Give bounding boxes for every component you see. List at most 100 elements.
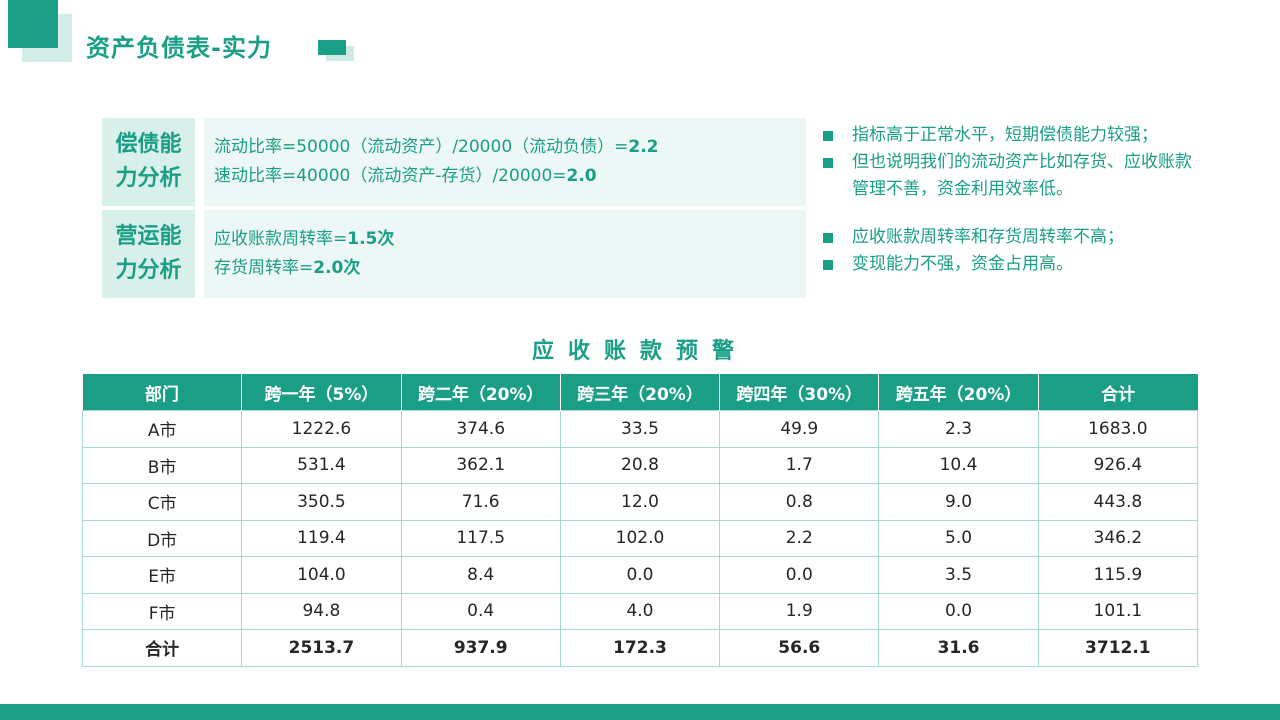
- bullet-item: 应收账款周转率和存货周转率不高；: [822, 224, 1202, 251]
- table-cell: 443.8: [1037, 483, 1199, 521]
- quick-ratio-line: 速动比率=40000（流动资产-存货）/20000=2.0: [214, 162, 806, 191]
- table-cell: 合计: [81, 629, 243, 667]
- title-accent-bar: [318, 40, 346, 55]
- table-cell: 2513.7: [241, 629, 402, 667]
- square-bullet-icon: [823, 233, 833, 243]
- table-cell: 33.5: [559, 410, 721, 448]
- table-cell: 5.0: [878, 519, 1039, 557]
- inventory-turnover-line: 存货周转率=2.0次: [214, 254, 806, 283]
- header-department: 部门: [82, 374, 243, 411]
- table-cell: E市: [81, 556, 243, 594]
- table-cell: A市: [81, 410, 243, 448]
- square-bullet-icon: [823, 260, 833, 270]
- solvency-label-box: 偿债能 力分析: [102, 118, 195, 206]
- ar-turnover-line: 应收账款周转率=1.5次: [214, 225, 806, 254]
- table-cell: 926.4: [1037, 446, 1199, 484]
- table-row: D市 119.4 117.5 102.0 2.2 5.0 346.2: [81, 519, 1199, 557]
- bullet-item: 指标高于正常水平，短期偿债能力较强；: [822, 122, 1202, 149]
- table-cell: 9.0: [878, 483, 1039, 521]
- table-cell: 1.9: [719, 592, 880, 630]
- table-cell: 1683.0: [1037, 410, 1199, 448]
- table-cell: 362.1: [400, 446, 561, 484]
- bullet-text: 变现能力不强，资金占用高。: [852, 254, 1073, 274]
- table-cell: 0.0: [559, 556, 721, 594]
- table-title: 应收账款预警: [531, 339, 748, 364]
- table-cell: 115.9: [1037, 556, 1199, 594]
- bullet-text: 但也说明我们的流动资产比如存货、应收账款管理不善，资金利用效率低。: [852, 152, 1192, 199]
- table-cell: 94.8: [241, 592, 402, 630]
- table-cell: 56.6: [719, 629, 880, 667]
- header-year1: 跨一年（5%）: [241, 374, 402, 411]
- table-cell: 102.0: [559, 519, 721, 557]
- table-cell: 0.4: [400, 592, 561, 630]
- bullet-item: 变现能力不强，资金占用高。: [822, 251, 1202, 278]
- table-cell: 49.9: [719, 410, 880, 448]
- table-cell: 119.4: [241, 519, 402, 557]
- inventory-turnover-text: 存货周转率=: [214, 258, 314, 278]
- operating-label-box: 营运能 力分析: [102, 210, 195, 298]
- ar-turnover-value: 1.5次: [347, 229, 395, 249]
- square-bullet-icon: [823, 131, 833, 141]
- current-ratio-line: 流动比率=50000（流动资产）/20000（流动负债）=2.2: [214, 133, 806, 162]
- operating-label-line1: 营运能: [115, 224, 182, 249]
- bullet-text: 应收账款周转率和存货周转率不高；: [852, 227, 1124, 247]
- ar-turnover-text: 应收账款周转率=: [214, 229, 348, 249]
- table-cell: 2.3: [878, 410, 1039, 448]
- table-cell: 2.2: [719, 519, 880, 557]
- receivables-warning-table: 部门 跨一年（5%） 跨二年（20%） 跨三年（20%） 跨四年（30%） 跨五…: [81, 374, 1199, 667]
- footer-bar: [0, 704, 1280, 720]
- solvency-label-line2: 力分析: [115, 166, 182, 191]
- quick-ratio-text: 速动比率=40000（流动资产-存货）/20000=: [214, 166, 567, 186]
- inventory-turnover-value: 2.0次: [313, 258, 361, 278]
- header-year2: 跨二年（20%）: [401, 374, 561, 411]
- table-row: C市 350.5 71.6 12.0 0.8 9.0 443.8: [81, 483, 1199, 521]
- header-year5: 跨五年（20%）: [878, 374, 1039, 411]
- table-cell: C市: [81, 483, 243, 521]
- table-cell: 374.6: [400, 410, 561, 448]
- table-cell: 104.0: [241, 556, 402, 594]
- square-bullet-icon: [823, 158, 833, 168]
- table-cell: 350.5: [241, 483, 402, 521]
- table-cell: 531.4: [241, 446, 402, 484]
- table-cell: 3.5: [878, 556, 1039, 594]
- table-cell: 101.1: [1037, 592, 1199, 630]
- table-cell: 0.8: [719, 483, 880, 521]
- table-cell: 937.9: [400, 629, 561, 667]
- header-year3: 跨三年（20%）: [560, 374, 721, 411]
- table-cell: 172.3: [559, 629, 721, 667]
- operating-bullets: 应收账款周转率和存货周转率不高； 变现能力不强，资金占用高。: [822, 224, 1202, 278]
- table-header-row: 部门 跨一年（5%） 跨二年（20%） 跨三年（20%） 跨四年（30%） 跨五…: [82, 374, 1198, 411]
- table-cell: 31.6: [878, 629, 1039, 667]
- quick-ratio-value: 2.0: [566, 166, 597, 186]
- table-cell: 10.4: [878, 446, 1039, 484]
- current-ratio-value: 2.2: [628, 137, 659, 157]
- table-row: B市 531.4 362.1 20.8 1.7 10.4 926.4: [81, 446, 1199, 484]
- bullet-item: 但也说明我们的流动资产比如存货、应收账款管理不善，资金利用效率低。: [822, 149, 1202, 203]
- table-cell: 346.2: [1037, 519, 1199, 557]
- bullet-text: 指标高于正常水平，短期偿债能力较强；: [852, 125, 1158, 145]
- table-cell: 0.0: [719, 556, 880, 594]
- header-year4: 跨四年（30%）: [719, 374, 880, 411]
- table-row: A市 1222.6 374.6 33.5 49.9 2.3 1683.0: [81, 410, 1199, 448]
- table-total-row: 合计 2513.7 937.9 172.3 56.6 31.6 3712.1: [81, 629, 1199, 667]
- table-cell: 0.0: [878, 592, 1039, 630]
- current-ratio-text: 流动比率=50000（流动资产）/20000（流动负债）=: [214, 137, 629, 157]
- table-cell: F市: [81, 592, 243, 630]
- table-row: E市 104.0 8.4 0.0 0.0 3.5 115.9: [81, 556, 1199, 594]
- solvency-content-box: 流动比率=50000（流动资产）/20000（流动负债）=2.2 速动比率=40…: [204, 118, 806, 206]
- table-cell: 1.7: [719, 446, 880, 484]
- table-cell: 20.8: [559, 446, 721, 484]
- solvency-label-line1: 偿债能: [115, 132, 182, 157]
- header-total: 合计: [1038, 374, 1198, 411]
- corner-decoration: [8, 0, 58, 48]
- table-cell: 12.0: [559, 483, 721, 521]
- table-cell: 1222.6: [241, 410, 402, 448]
- page-title: 资产负债表-实力: [86, 34, 272, 62]
- table-cell: D市: [81, 519, 243, 557]
- table-cell: 4.0: [559, 592, 721, 630]
- table-cell: 3712.1: [1037, 629, 1199, 667]
- table-row: F市 94.8 0.4 4.0 1.9 0.0 101.1: [81, 592, 1199, 630]
- operating-content-box: 应收账款周转率=1.5次 存货周转率=2.0次: [204, 210, 806, 298]
- table-cell: 8.4: [400, 556, 561, 594]
- table-cell: 117.5: [400, 519, 561, 557]
